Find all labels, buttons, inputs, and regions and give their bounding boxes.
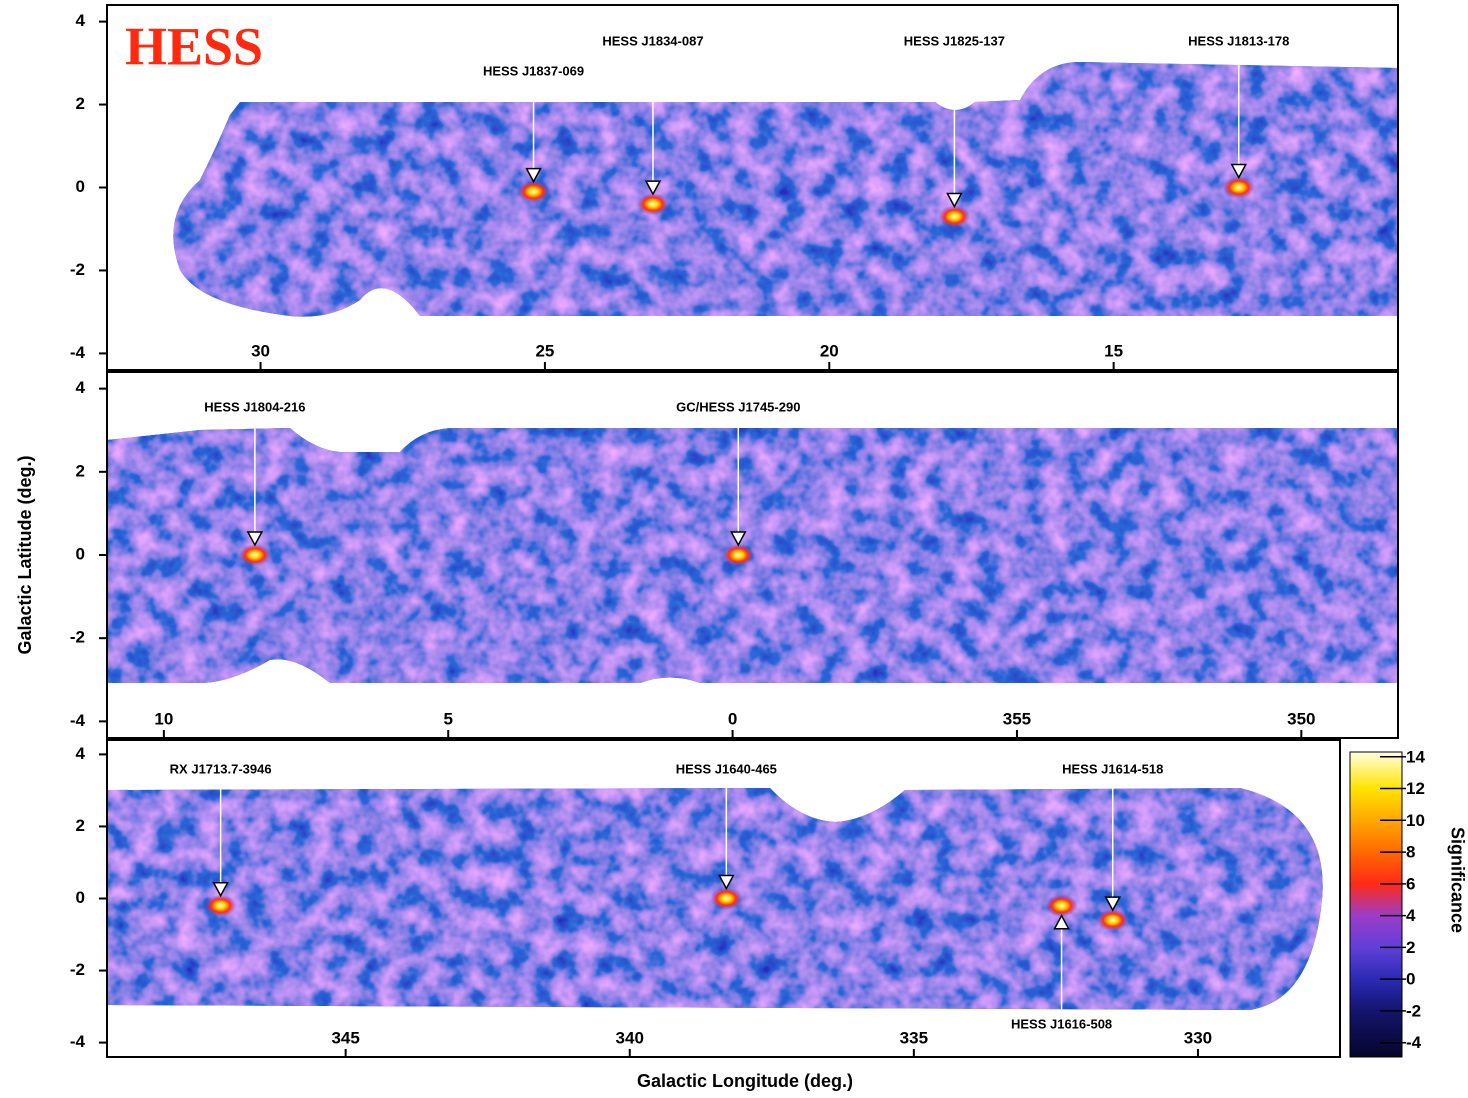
y-tick-label: -4 [70, 711, 86, 730]
colorbar-tick-label: -2 [1406, 1001, 1421, 1020]
source-spot [636, 193, 669, 216]
y-tick-label: 4 [76, 11, 86, 30]
survey-coverage [107, 62, 1398, 1010]
y-tick-label: 4 [76, 744, 86, 763]
colorbar-tick-label: 4 [1406, 906, 1416, 925]
y-axis-label: Galactic Latitude (deg.) [15, 455, 35, 654]
colorbar-tick-label: 12 [1406, 779, 1425, 798]
x-tick-label: 340 [616, 1028, 644, 1047]
x-tick-label: 10 [154, 709, 173, 728]
colorbar-tick-label: 0 [1406, 970, 1415, 989]
source-label: HESS J1834-087 [602, 33, 703, 48]
x-tick-label: 15 [1104, 341, 1123, 360]
arrow-head [525, 167, 542, 184]
x-tick-label: 350 [1287, 709, 1315, 728]
arrow-head [730, 531, 747, 547]
source-spot [1222, 176, 1255, 199]
arrow-head [1230, 163, 1248, 180]
y-tick-label: 0 [76, 177, 85, 196]
arrow-head [246, 531, 264, 547]
coverage-1 [173, 62, 1398, 317]
colorbar-tick-label: 10 [1406, 811, 1425, 830]
source-spot [238, 544, 271, 566]
x-axis-label: Galactic Longitude (deg.) [637, 1071, 853, 1091]
x-tick-label: 335 [900, 1028, 928, 1047]
source-label: RX J1713.7-3946 [170, 761, 272, 776]
source-spot [722, 544, 755, 566]
x-tick-label: 5 [443, 709, 452, 728]
colorbar-tick-label: 2 [1406, 938, 1415, 957]
figure-title: HESS [125, 16, 263, 76]
source-spot [710, 887, 743, 910]
source-label: HESS J1614-518 [1062, 761, 1163, 776]
y-tick-label: 2 [76, 94, 85, 113]
source-label: HESS J1616-508 [1011, 1016, 1112, 1031]
x-tick-label: 0 [728, 709, 737, 728]
y-tick-label: -2 [70, 260, 85, 279]
source-label: HESS J1804-216 [204, 399, 305, 414]
x-tick-label: 330 [1184, 1028, 1212, 1047]
colorbar-tick-label: 8 [1406, 843, 1415, 862]
arrow-head [212, 881, 229, 898]
y-tick-label: -4 [70, 1032, 86, 1051]
colorbar-tick-label: 14 [1406, 747, 1425, 766]
colorbar-tick-label: -4 [1406, 1033, 1422, 1052]
source-label: HESS J1825-137 [904, 33, 1005, 48]
source-label: HESS J1813-178 [1188, 33, 1289, 48]
colorbar [1349, 751, 1403, 1058]
y-tick-label: 2 [76, 461, 85, 480]
x-tick-label: 345 [331, 1028, 359, 1047]
y-tick-label: 0 [76, 544, 85, 563]
x-tick-label: 30 [251, 341, 270, 360]
y-tick-label: -2 [70, 960, 85, 979]
colorbar-tick-label: 6 [1406, 874, 1415, 893]
source-spot [1096, 909, 1129, 932]
y-tick-label: -2 [70, 628, 85, 647]
arrow-head [1104, 896, 1121, 912]
arrow-head [946, 192, 963, 209]
x-tick-label: 25 [535, 341, 554, 360]
arrow-head [718, 874, 735, 891]
y-tick-label: 4 [76, 378, 86, 397]
source-label: HESS J1837-069 [483, 63, 584, 78]
source-spot [1045, 894, 1078, 917]
y-tick-label: 2 [76, 816, 85, 835]
source-label: GC/HESS J1745-290 [676, 399, 800, 414]
source-spot [204, 894, 237, 917]
y-tick-label: 0 [76, 888, 85, 907]
y-tick-label: -4 [70, 343, 86, 362]
source-spot [938, 205, 971, 228]
arrow-head [1053, 914, 1070, 930]
x-tick-label: 355 [1003, 709, 1031, 728]
colorbar-label: Significance [1447, 827, 1467, 933]
source-spot [517, 180, 550, 203]
arrow-head [644, 180, 662, 196]
source-label: HESS J1640-465 [676, 761, 777, 776]
x-tick-label: 20 [820, 341, 839, 360]
